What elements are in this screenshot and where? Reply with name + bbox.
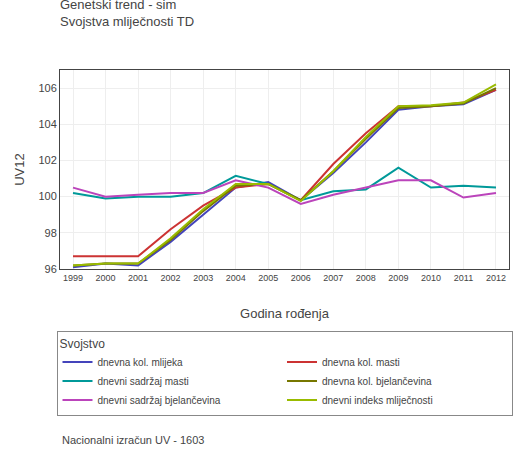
svg-text:98: 98 xyxy=(45,227,57,239)
svg-text:104: 104 xyxy=(38,118,56,130)
svg-text:1999: 1999 xyxy=(63,273,83,283)
svg-text:100: 100 xyxy=(38,190,56,202)
svg-text:2005: 2005 xyxy=(258,273,278,283)
svg-text:Godina rođenja: Godina rođenja xyxy=(240,306,330,321)
svg-text:UV12: UV12 xyxy=(12,153,27,186)
svg-text:dnevni indeks mliječnosti: dnevni indeks mliječnosti xyxy=(322,395,433,406)
svg-text:dnevna kol. masti: dnevna kol. masti xyxy=(322,357,400,368)
svg-text:dnevni sadržaj masti: dnevni sadržaj masti xyxy=(98,376,189,387)
svg-text:dnevna kol. mlijeka: dnevna kol. mlijeka xyxy=(98,357,183,368)
svg-text:2004: 2004 xyxy=(226,273,246,283)
svg-text:2000: 2000 xyxy=(96,273,116,283)
svg-text:2007: 2007 xyxy=(323,273,343,283)
svg-text:2003: 2003 xyxy=(193,273,213,283)
svg-text:2010: 2010 xyxy=(421,273,441,283)
svg-text:2008: 2008 xyxy=(356,273,376,283)
svg-text:2002: 2002 xyxy=(161,273,181,283)
svg-text:2012: 2012 xyxy=(486,273,506,283)
svg-text:Nacionalni izračun UV - 1603: Nacionalni izračun UV - 1603 xyxy=(62,434,204,446)
svg-text:2009: 2009 xyxy=(388,273,408,283)
svg-text:106: 106 xyxy=(38,82,56,94)
svg-text:2006: 2006 xyxy=(291,273,311,283)
svg-text:Genetski trend - simSvojstva m: Genetski trend - simSvojstva mliječnosti… xyxy=(60,0,194,29)
svg-text:96: 96 xyxy=(45,263,57,275)
svg-text:dnevni sadržaj bjelančevina: dnevni sadržaj bjelančevina xyxy=(98,395,221,406)
svg-text:dnevna kol. bjelančevina: dnevna kol. bjelančevina xyxy=(322,376,432,387)
svg-text:102: 102 xyxy=(38,154,56,166)
svg-text:2011: 2011 xyxy=(454,273,473,283)
svg-text:2001: 2001 xyxy=(128,273,148,283)
svg-text:Svojstvo: Svojstvo xyxy=(60,337,106,351)
